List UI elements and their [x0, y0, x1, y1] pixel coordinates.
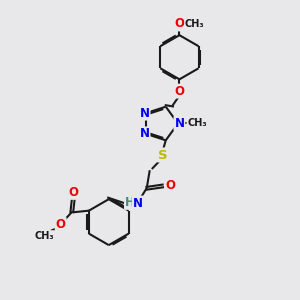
Text: H: H — [125, 196, 135, 209]
Text: O: O — [174, 85, 184, 98]
Text: N: N — [140, 128, 149, 140]
Text: CH₃: CH₃ — [187, 118, 207, 128]
Text: O: O — [174, 17, 184, 31]
Text: CH₃: CH₃ — [185, 19, 205, 29]
Text: O: O — [56, 218, 66, 231]
Text: CH₃: CH₃ — [34, 231, 54, 241]
Text: O: O — [68, 186, 78, 199]
Text: O: O — [165, 179, 175, 192]
Text: N: N — [133, 196, 143, 209]
Text: S: S — [158, 148, 168, 161]
Text: N: N — [174, 117, 184, 130]
Text: N: N — [140, 106, 149, 120]
